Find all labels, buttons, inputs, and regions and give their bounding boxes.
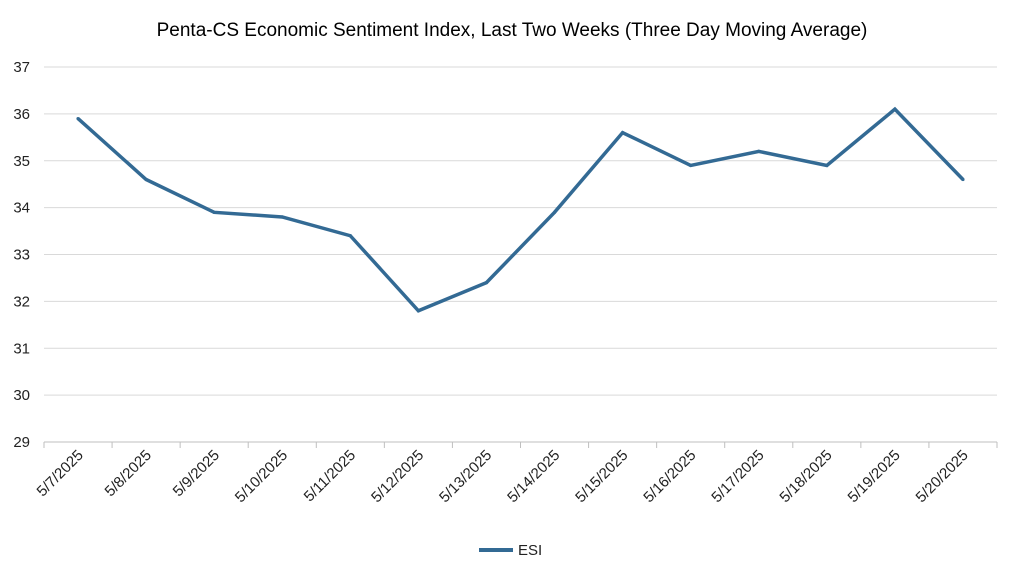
- data-point: [552, 210, 557, 214]
- data-point: [212, 210, 216, 214]
- x-tick-label: 5/20/2025: [913, 447, 972, 506]
- x-tick-label: 5/10/2025: [232, 447, 291, 506]
- x-tick-label: 5/7/2025: [34, 447, 87, 500]
- y-tick-label: 33: [13, 247, 30, 264]
- data-point: [484, 281, 489, 285]
- x-tick-label: 5/17/2025: [708, 447, 767, 506]
- y-tick-label: 35: [13, 153, 30, 170]
- data-point: [76, 116, 80, 121]
- y-tick-label: 29: [13, 434, 30, 451]
- y-tick-label: 30: [13, 387, 30, 404]
- x-axis: 5/7/2025 5/8/2025 5/9/2025 5/10/2025 5/11/20…: [34, 441, 998, 506]
- x-tick-label: 5/19/2025: [845, 447, 904, 506]
- y-tick-label: 34: [13, 200, 30, 217]
- data-point: [961, 177, 965, 182]
- x-tick-label: 5/16/2025: [640, 447, 699, 506]
- data-point: [757, 149, 761, 153]
- data-point: [689, 163, 693, 168]
- x-tick-label: 5/13/2025: [436, 447, 495, 506]
- data-point: [416, 309, 420, 313]
- gridlines: [44, 66, 997, 396]
- y-axis: 29 30 31 32 33 34 35 36 37: [13, 59, 30, 451]
- data-point: [621, 131, 625, 135]
- chart-title: Penta-CS Economic Sentiment Index, Last …: [157, 20, 868, 41]
- y-tick-label: 37: [13, 59, 30, 76]
- y-tick-label: 36: [13, 106, 30, 123]
- data-point: [144, 177, 148, 182]
- x-tick-label: 5/8/2025: [102, 447, 155, 500]
- data-point: [280, 215, 284, 219]
- data-point: [893, 107, 897, 111]
- series: [76, 106, 965, 313]
- series-line-esi: [76, 106, 965, 313]
- legend-label: ESI: [518, 542, 542, 559]
- x-tick-label: 5/9/2025: [170, 447, 223, 500]
- x-tick-label: 5/11/2025: [301, 447, 359, 505]
- data-point: [348, 234, 352, 238]
- y-tick-label: 31: [13, 340, 30, 357]
- y-tick-label: 32: [13, 293, 30, 310]
- data-point: [825, 163, 829, 168]
- x-tick-label: 5/14/2025: [504, 447, 563, 506]
- x-tick-label: 5/15/2025: [572, 447, 631, 506]
- x-tick-label: 5/18/2025: [776, 447, 835, 506]
- x-tick-label: 5/12/2025: [368, 447, 427, 506]
- legend: ESI: [479, 542, 542, 559]
